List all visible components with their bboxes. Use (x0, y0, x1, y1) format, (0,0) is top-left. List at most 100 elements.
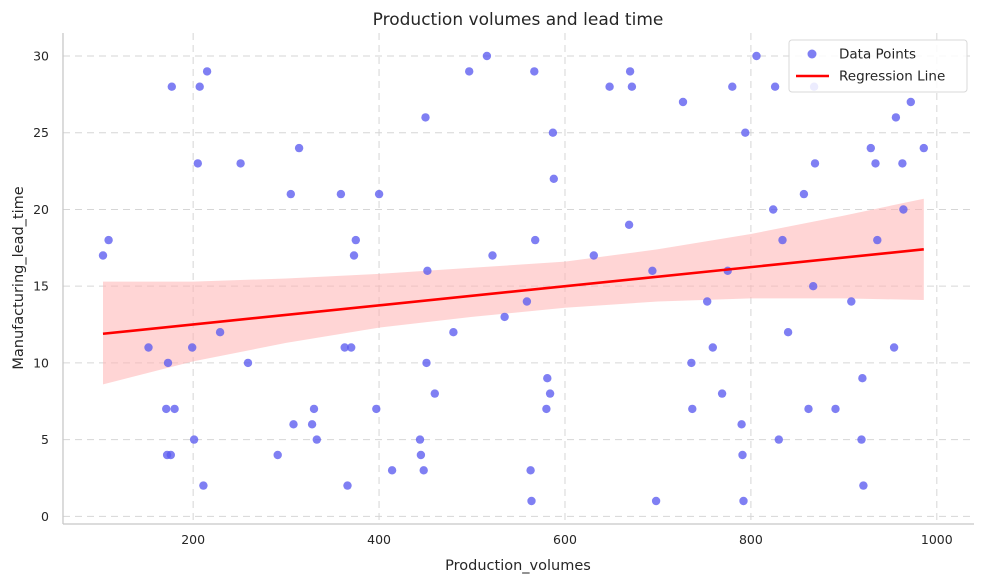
legend-marker-data-points (807, 49, 817, 59)
data-point-72 (738, 450, 747, 460)
data-point-66 (703, 297, 712, 306)
data-point-86 (831, 404, 840, 414)
data-point-75 (752, 51, 761, 61)
data-point-76 (769, 205, 778, 214)
legend: Data Points Regression Line (788, 39, 968, 93)
data-point-45 (500, 312, 509, 322)
data-point-44 (488, 251, 497, 260)
data-point-16 (236, 159, 245, 168)
data-point-67 (708, 343, 717, 352)
data-point-59 (625, 67, 635, 76)
data-point-43 (482, 51, 492, 61)
data-point-79 (778, 235, 787, 245)
legend-label-regression-line: Regression Line (839, 69, 945, 85)
chart-title: Production volumes and lead time (373, 10, 664, 30)
data-point-26 (340, 343, 349, 352)
data-point-70 (728, 82, 737, 91)
data-point-80 (783, 328, 793, 337)
y-axis-label: Manufacturing_lead_time (11, 186, 27, 369)
legend-label-data-points: Data Points (839, 47, 916, 63)
data-point-39 (423, 266, 432, 275)
y-tick-label-25: 25 (33, 125, 49, 140)
data-point-5 (163, 358, 173, 368)
data-point-14 (202, 67, 212, 76)
data-point-54 (548, 128, 558, 137)
data-point-20 (289, 420, 298, 429)
y-tick-label-20: 20 (33, 202, 49, 217)
x-axis-ticks: 200 400 600 800 1000 (181, 532, 953, 547)
data-point-0 (98, 251, 108, 260)
data-point-37 (421, 113, 430, 122)
data-point-31 (372, 404, 381, 414)
data-point-60 (627, 82, 637, 91)
data-point-3 (162, 404, 171, 414)
data-point-52 (543, 374, 552, 383)
data-point-78 (774, 435, 783, 444)
data-point-13 (199, 481, 208, 490)
data-point-51 (542, 404, 551, 414)
data-point-83 (809, 282, 818, 291)
data-point-21 (294, 143, 304, 153)
data-point-22 (307, 420, 317, 429)
data-point-28 (347, 343, 356, 352)
x-tick-label-600: 600 (553, 532, 577, 547)
data-point-34 (415, 435, 425, 444)
x-tick-label-400: 400 (367, 532, 391, 547)
x-tick-label-800: 800 (739, 532, 763, 547)
data-point-88 (857, 435, 866, 444)
data-point-93 (873, 235, 882, 245)
data-point-27 (343, 481, 352, 490)
data-point-73 (739, 496, 748, 506)
y-axis-ticks: 0 5 10 15 20 25 30 (33, 49, 49, 524)
data-point-46 (522, 297, 532, 306)
data-point-92 (871, 159, 880, 168)
data-point-9 (188, 343, 197, 352)
data-point-96 (898, 159, 907, 168)
data-point-91 (866, 143, 875, 153)
data-point-63 (678, 97, 688, 107)
axes (62, 33, 974, 525)
data-point-29 (349, 251, 359, 260)
y-tick-label-0: 0 (41, 509, 49, 524)
data-point-64 (687, 358, 696, 368)
data-point-32 (374, 189, 384, 199)
data-point-49 (530, 67, 539, 76)
data-point-7 (167, 82, 176, 91)
data-point-68 (717, 389, 727, 398)
data-point-1 (104, 235, 113, 245)
data-point-85 (810, 159, 820, 168)
data-point-55 (549, 174, 558, 183)
data-point-33 (387, 466, 397, 475)
data-point-77 (770, 82, 780, 91)
data-point-90 (859, 481, 868, 490)
data-point-41 (449, 328, 458, 337)
data-point-25 (336, 189, 346, 199)
data-point-47 (526, 466, 535, 475)
data-point-62 (651, 496, 661, 506)
data-point-87 (847, 297, 856, 306)
data-point-30 (351, 235, 360, 245)
data-point-99 (919, 143, 928, 153)
data-point-18 (273, 450, 282, 460)
data-point-56 (589, 251, 598, 260)
data-point-24 (312, 435, 321, 444)
x-tick-label-1000: 1000 (921, 532, 953, 547)
data-point-35 (416, 450, 426, 460)
data-point-6 (166, 450, 175, 460)
data-point-50 (531, 235, 540, 245)
data-point-94 (889, 343, 899, 352)
data-point-82 (804, 404, 813, 414)
data-point-48 (527, 496, 536, 506)
legend-box (788, 39, 968, 93)
y-tick-label-15: 15 (33, 279, 49, 294)
y-tick-label-30: 30 (33, 49, 49, 64)
data-point-17 (243, 358, 253, 368)
x-tick-label-200: 200 (181, 532, 205, 547)
data-point-40 (430, 389, 439, 398)
data-point-81 (799, 189, 809, 199)
data-point-2 (144, 343, 153, 352)
data-point-42 (465, 67, 474, 76)
data-point-71 (737, 420, 746, 429)
data-point-19 (286, 189, 295, 199)
